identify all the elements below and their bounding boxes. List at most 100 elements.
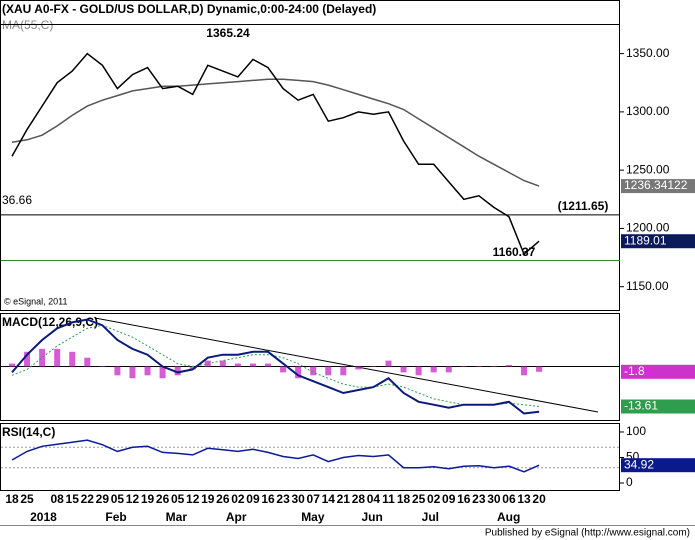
rsi-panel [0, 423, 620, 491]
x-tick-label: 25 [412, 492, 426, 506]
credit: © eSignal, 2011 [4, 296, 68, 306]
series-line [11, 78, 540, 187]
histogram-bar [144, 366, 151, 376]
histogram-bar [310, 366, 317, 376]
x-tick-label: 18 [5, 492, 19, 506]
x-tick-label: 16 [261, 492, 275, 506]
trend-line [94, 317, 599, 413]
last-value-box [621, 399, 695, 414]
histogram-bar [460, 366, 467, 367]
x-tick-label: 14 [322, 492, 336, 506]
histogram-bar [475, 366, 482, 367]
histogram-bar [174, 366, 181, 376]
histogram-bar [536, 366, 543, 372]
x-tick-label: 19 [141, 492, 155, 506]
histogram-bar [370, 366, 377, 367]
x-tick-label: 07 [307, 492, 321, 506]
macd-title: MACD(12,26,9,C) [2, 315, 98, 329]
histogram-bar [385, 360, 392, 367]
last-value-label: -1.8 [624, 364, 645, 378]
histogram-bar [129, 366, 136, 379]
histogram-bar [430, 366, 437, 373]
month-label: Jul [422, 510, 439, 524]
histogram-bar [39, 348, 46, 367]
month-label: Mar [166, 510, 188, 524]
x-tick-label: 21 [337, 492, 351, 506]
y-tick-label: 1350.00 [626, 46, 670, 60]
histogram-bar [189, 366, 196, 370]
histogram-bar [280, 366, 287, 373]
last-value-box [621, 458, 695, 473]
x-tick-label: 08 [51, 492, 65, 506]
x-tick-label: 22 [81, 492, 95, 506]
month-label: Feb [105, 510, 126, 524]
histogram-bar [445, 366, 452, 373]
last-value-box [621, 179, 695, 194]
y-tick-label: 1250.00 [626, 162, 670, 176]
clipped-label: 36.66 [2, 193, 32, 207]
histogram-bar [234, 363, 241, 367]
histogram-bar [219, 360, 226, 367]
x-tick-label: 16 [457, 492, 471, 506]
y-tick-label: 1300.00 [626, 104, 670, 118]
y-tick-label: 1150.00 [626, 279, 669, 293]
last-value-box [621, 234, 695, 249]
histogram-bar [355, 366, 362, 370]
histogram-bar [400, 366, 407, 373]
x-tick-label: 23 [472, 492, 486, 506]
histogram-bar [249, 363, 256, 367]
last-value-label: -13.61 [624, 399, 658, 413]
x-tick-label: 13 [517, 492, 531, 506]
histogram-bar [69, 351, 76, 367]
histogram-bar [99, 366, 106, 367]
x-tick-label: 02 [231, 492, 245, 506]
high-label: 1365.24 [206, 26, 250, 40]
x-tick-label: 02 [427, 492, 441, 506]
histogram-bar [325, 366, 332, 376]
low-label: 1160.37 [493, 245, 536, 259]
histogram-bar [340, 366, 347, 376]
x-tick-label: 09 [246, 492, 260, 506]
x-tick-label: 25 [20, 492, 34, 506]
histogram-bar [490, 366, 497, 367]
y-tick-label: 100 [626, 424, 646, 438]
histogram-bar [54, 348, 61, 367]
x-tick-label: 18 [397, 492, 411, 506]
month-label: Apr [226, 510, 247, 524]
footer: Published by eSignal (http://www.esignal… [485, 528, 690, 539]
x-tick-label: 26 [216, 492, 230, 506]
x-tick-label: 19 [201, 492, 215, 506]
x-tick-label: 26 [156, 492, 170, 506]
series-line [11, 439, 540, 473]
x-tick-label: 15 [66, 492, 80, 506]
month-label: Aug [497, 510, 520, 524]
x-tick-label: 05 [171, 492, 185, 506]
x-tick-label: 12 [126, 492, 140, 506]
x-tick-label: 11 [382, 492, 395, 506]
month-label: 2018 [30, 510, 57, 524]
histogram-bar [84, 357, 91, 367]
ma-label: MA(55,C) [2, 18, 53, 32]
histogram-bar [265, 363, 272, 367]
x-tick-label: 30 [487, 492, 501, 506]
chart-title: (XAU A0-FX - GOLD/US DOLLAR,D) Dynamic,0… [2, 2, 376, 16]
series-line [11, 324, 540, 407]
resistance-label: (1211.65) [558, 199, 609, 213]
histogram-bar [159, 366, 166, 379]
x-tick-label: 20 [532, 492, 546, 506]
x-tick-label: 30 [291, 492, 305, 506]
x-tick-label: 12 [186, 492, 200, 506]
x-tick-label: 06 [502, 492, 516, 506]
histogram-bar [9, 363, 15, 367]
histogram-bar [114, 366, 121, 376]
last-value-label: 34.92 [624, 457, 654, 471]
month-label: May [301, 510, 325, 524]
last-value-box [621, 364, 695, 379]
y-tick-label: 1200.00 [626, 221, 670, 235]
y-tick-label: 0 [626, 475, 633, 489]
x-tick-label: 29 [96, 492, 110, 506]
histogram-bar [521, 366, 528, 376]
histogram-bar [505, 365, 512, 367]
histogram-bar [295, 366, 302, 379]
